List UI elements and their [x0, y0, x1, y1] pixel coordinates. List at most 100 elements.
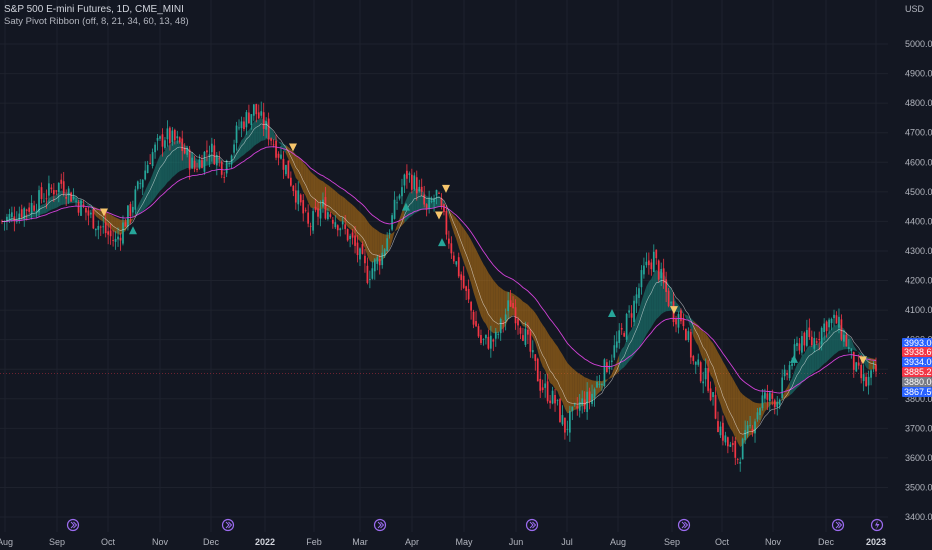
candle-body — [23, 208, 26, 219]
candle-body — [15, 221, 18, 222]
candle-body — [855, 362, 858, 372]
time-tick-label: Nov — [152, 537, 169, 547]
ribbon-segment — [698, 325, 701, 354]
ribbon-segment — [152, 167, 156, 201]
candle-body — [420, 186, 423, 192]
candle-body — [583, 399, 586, 410]
ribbon-segment — [300, 159, 304, 192]
candle-body — [694, 361, 697, 365]
ribbon-segment — [295, 154, 299, 181]
ribbon-segment — [495, 283, 499, 334]
ribbon-segment — [468, 235, 472, 284]
candle-body — [499, 318, 502, 334]
ribbon-segment — [142, 190, 146, 212]
candle-body — [768, 392, 771, 401]
candle-body — [25, 209, 28, 211]
candle-body — [376, 257, 379, 264]
time-tick-label: 2022 — [255, 537, 275, 547]
calendar-event-icon[interactable] — [831, 518, 845, 532]
candle-body — [539, 378, 542, 391]
candle-body — [235, 125, 238, 143]
candle-body — [860, 364, 863, 379]
candle-body — [386, 238, 389, 252]
candle-body — [366, 265, 369, 283]
candle-body — [415, 177, 418, 194]
candle-body — [85, 207, 87, 213]
indicator-label[interactable]: Saty Pivot Ribbon (off, 8, 21, 34, 60, 1… — [4, 16, 189, 27]
ribbon-segment — [559, 350, 563, 402]
ribbon-segment — [167, 145, 170, 183]
candle-body — [131, 206, 134, 213]
candle-body — [62, 181, 65, 194]
ribbon-segment — [614, 361, 617, 376]
candle-body — [662, 268, 665, 284]
ribbon-segment — [730, 374, 733, 433]
candle-body — [689, 331, 692, 358]
ribbon-segment — [56, 192, 59, 208]
ribbon-segment — [804, 348, 807, 381]
price-tag — [902, 347, 932, 357]
time-tick-label: Dec — [203, 537, 220, 547]
candle-body — [430, 201, 433, 202]
candle-body — [30, 202, 33, 213]
ribbon-segment — [436, 195, 439, 207]
candle-body — [178, 137, 181, 143]
ribbon-segment — [61, 190, 64, 206]
price-tick-label: 4600.00 — [905, 157, 932, 167]
candle-body — [282, 158, 285, 170]
ribbon-segment — [574, 370, 578, 410]
candle-body — [833, 314, 835, 319]
ribbon-segment — [868, 357, 872, 370]
candle-body — [45, 198, 48, 200]
candle-body — [218, 158, 221, 160]
candle-body — [487, 336, 490, 349]
ribbon-segment — [466, 231, 469, 276]
candle-body — [181, 138, 184, 151]
price-tag-label: 3993.00 — [904, 338, 932, 348]
candle-body — [334, 222, 337, 228]
candle-body — [206, 150, 208, 153]
candle-body — [203, 151, 206, 172]
candle-body — [406, 170, 408, 179]
ribbon-segment — [567, 362, 570, 414]
price-tag-label: 3867.50 — [904, 387, 932, 397]
ribbon-segment — [572, 368, 575, 412]
candle-body — [724, 435, 727, 443]
ribbon-segment — [46, 198, 49, 213]
calendar-event-icon[interactable] — [677, 518, 691, 532]
candle-body — [28, 207, 31, 212]
ribbon-segment — [434, 196, 437, 208]
calendar-event-icon[interactable] — [525, 518, 539, 532]
ribbon-segment — [73, 194, 77, 203]
candle-body — [729, 444, 732, 447]
candle-body — [625, 314, 628, 340]
ribbon-segment — [48, 196, 52, 212]
candle-body — [620, 327, 623, 330]
calendar-event-icon[interactable] — [373, 518, 387, 532]
candle-body — [477, 326, 480, 337]
lightning-icon[interactable] — [870, 518, 884, 532]
candle-body — [65, 196, 68, 199]
candle-body — [210, 143, 213, 153]
calendar-event-icon[interactable] — [66, 518, 80, 532]
ribbon-segment — [174, 140, 178, 176]
ribbon-segment — [118, 218, 121, 236]
symbol-title[interactable]: S&P 500 E-mini Futures, 1D, CME_MINI — [4, 4, 184, 15]
time-axis[interactable]: Aug Sep Oct Nov Dec 2022 Feb Mar Apr May Jun Jul Aug… — [0, 537, 886, 547]
candle-body — [531, 350, 534, 353]
ribbon-segment — [866, 356, 869, 370]
candle-body — [536, 358, 539, 382]
candle-body — [455, 261, 458, 265]
candle-body — [292, 185, 295, 191]
time-tick-label: Apr — [405, 537, 419, 547]
calendar-event-icon[interactable] — [221, 518, 235, 532]
candle-body — [647, 260, 650, 266]
candle-body — [867, 376, 870, 386]
ribbon-segment — [720, 356, 723, 413]
ribbon-segment — [732, 378, 736, 438]
price-tick-label: 4400.00 — [905, 216, 932, 226]
candle-body — [336, 225, 339, 231]
candle-body — [393, 199, 396, 219]
